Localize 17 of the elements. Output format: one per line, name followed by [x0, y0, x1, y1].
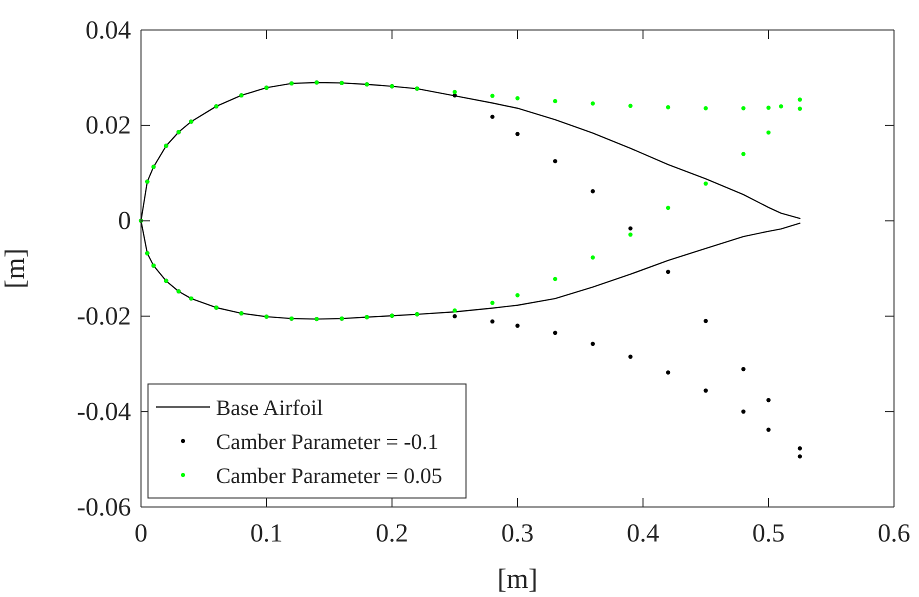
y-tick-label: 0	[118, 206, 131, 236]
x-axis-title: [m]	[497, 564, 538, 595]
y-tick-label: 0.02	[86, 110, 131, 140]
y-axis-title: [m]	[0, 248, 31, 289]
y-tick-label: -0.02	[76, 302, 131, 331]
y-tick-label: 0.04	[86, 15, 131, 44]
x-tick-label: 0.3	[501, 518, 534, 548]
x-tick-label: 0.5	[752, 518, 785, 548]
y-tick-label: -0.04	[76, 396, 131, 426]
y-tick-label: -0.06	[76, 492, 131, 522]
x-tick-label: 0.2	[376, 518, 408, 548]
legend-label: Base Airfoil	[216, 395, 323, 420]
x-tick-label: 0.1	[250, 518, 283, 548]
legend-label: Camber Parameter = 0.05	[216, 463, 442, 488]
x-tick-label: 0.6	[878, 518, 910, 548]
x-tick-label: 0.4	[626, 518, 660, 548]
legend-label: Camber Parameter = -0.1	[216, 429, 439, 454]
